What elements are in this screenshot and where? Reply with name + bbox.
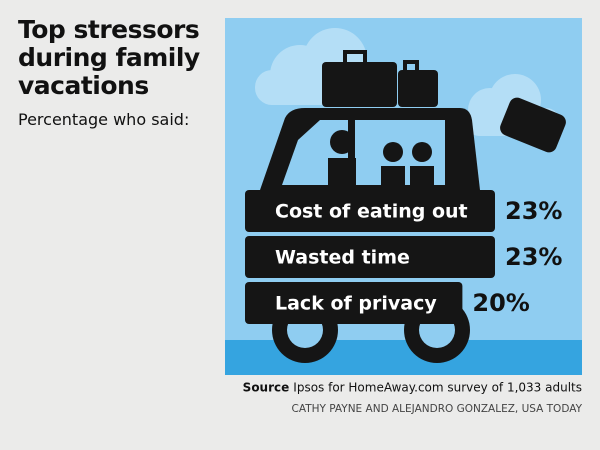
value-label: 23% <box>505 197 562 225</box>
credit: CATHY PAYNE AND ALEJANDRO GONZALEZ, USA … <box>292 403 583 415</box>
source-label: Source <box>243 381 290 395</box>
value-label: 23% <box>505 243 562 271</box>
passengers <box>328 130 434 188</box>
chart-subtitle: Percentage who said: <box>18 110 190 129</box>
category-label: Cost of eating out <box>275 201 468 223</box>
category-label: Lack of privacy <box>275 293 437 315</box>
bar <box>245 282 463 324</box>
chart-title: Top stressors during family vacations <box>18 15 200 100</box>
category-label: Wasted time <box>275 247 410 269</box>
bar <box>245 236 495 278</box>
value-label: 20% <box>472 289 529 317</box>
source: Ipsos for HomeAway.com survey of 1,033 a… <box>293 381 582 395</box>
bar <box>245 190 495 232</box>
